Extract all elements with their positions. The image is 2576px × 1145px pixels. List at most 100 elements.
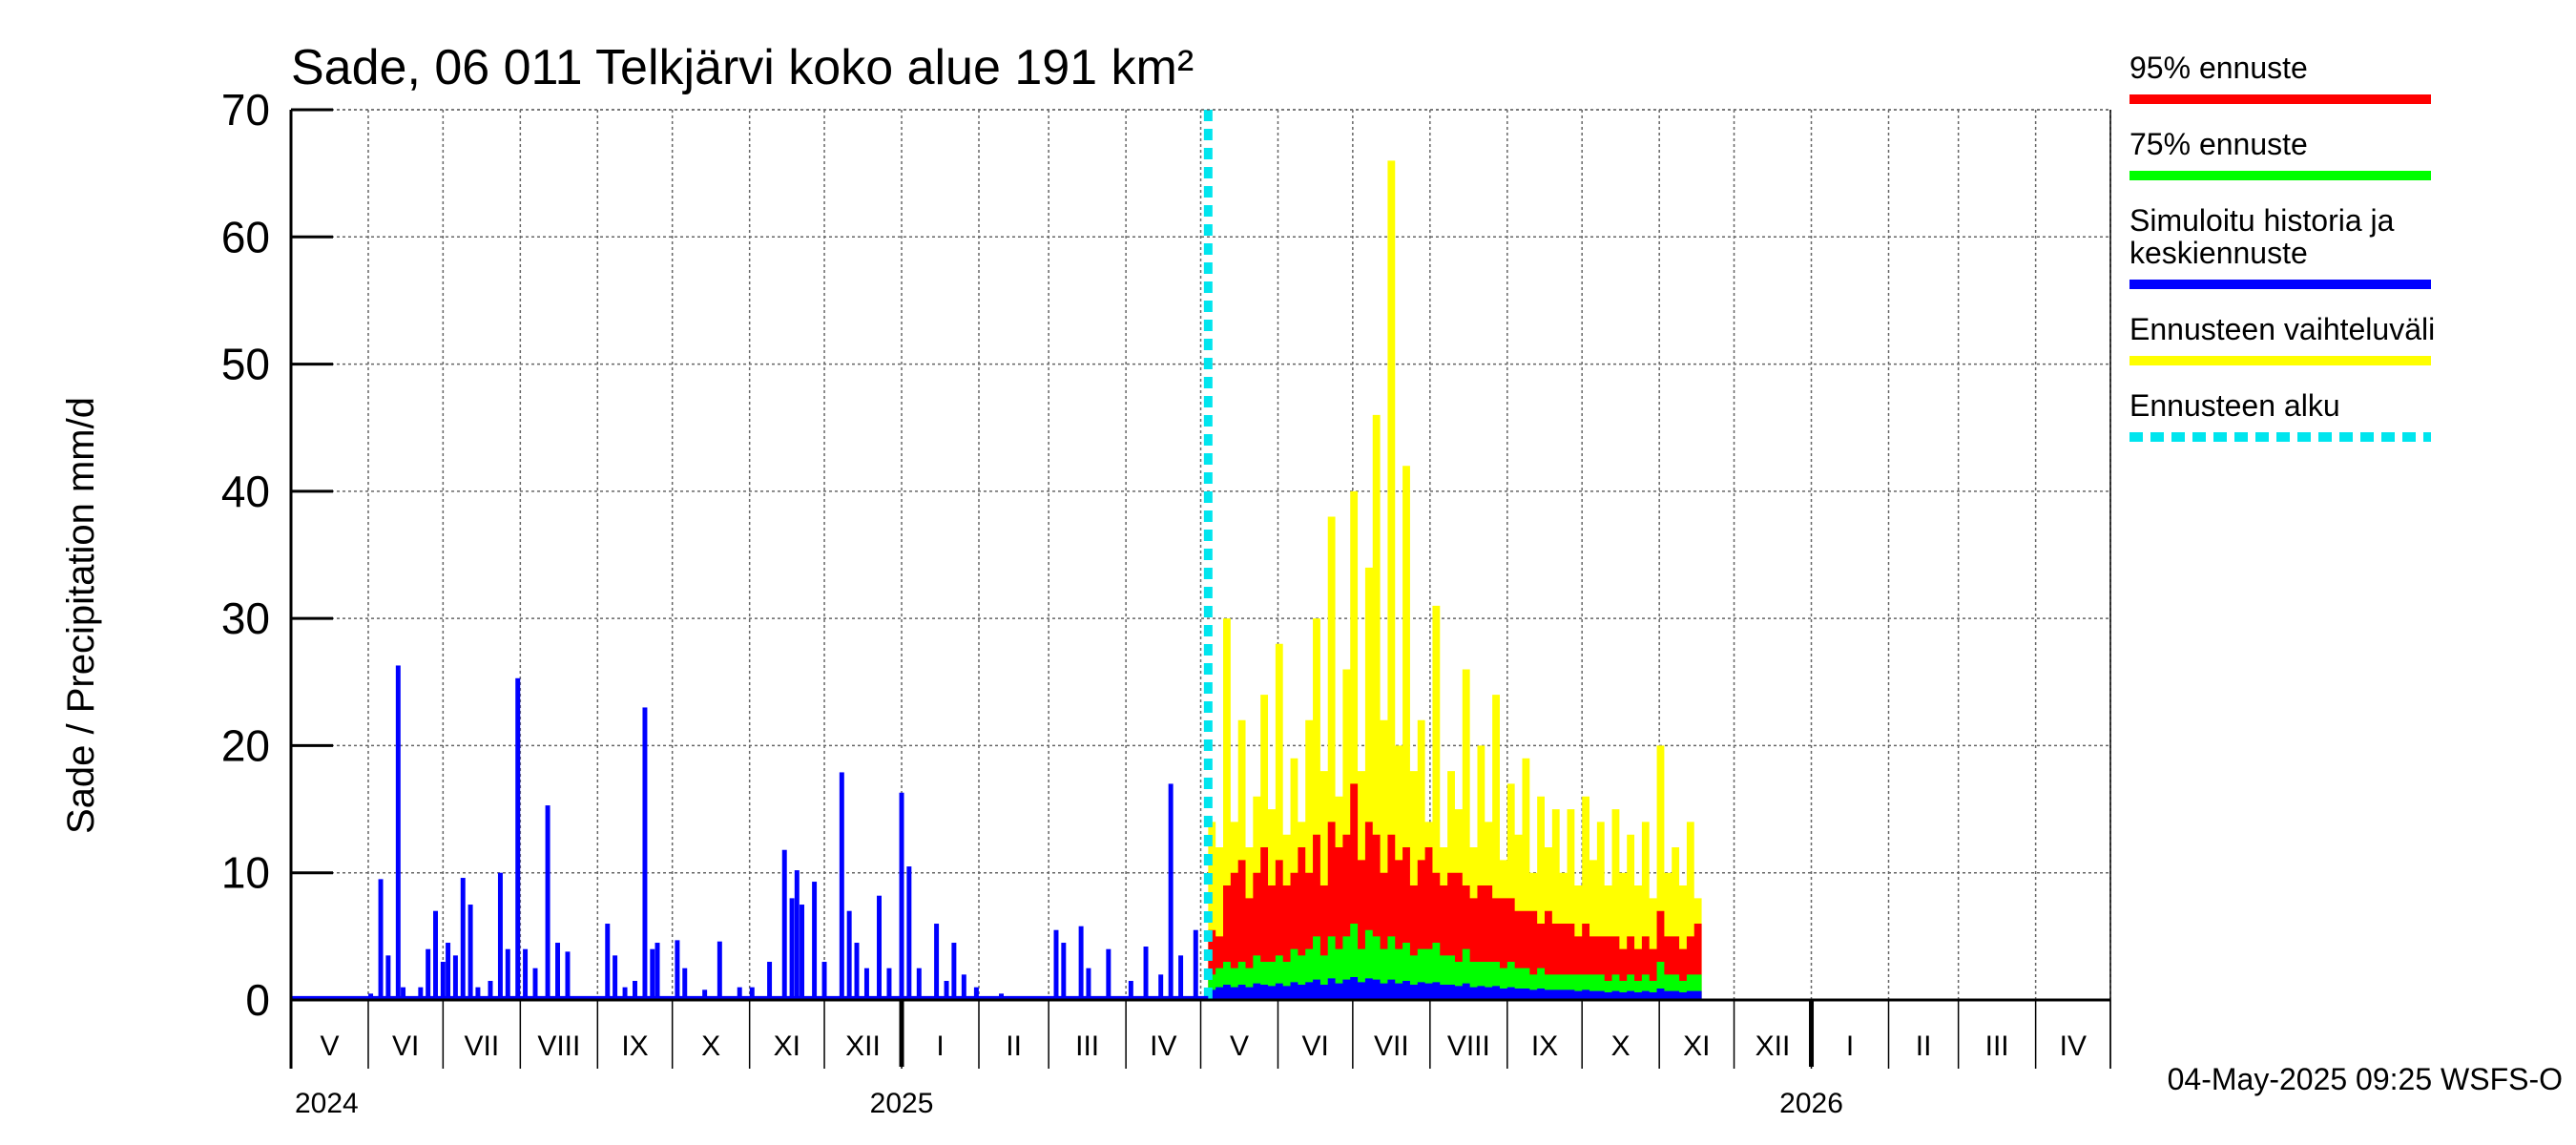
precip-bar (555, 943, 561, 1000)
y-tick-label: 40 (221, 467, 270, 516)
month-label: V (1230, 1030, 1249, 1062)
precip-bar (460, 878, 466, 1000)
month-label: II (1916, 1030, 1932, 1062)
month-label: IX (621, 1030, 648, 1062)
precip-bar (1128, 981, 1133, 1000)
y-tick-label: 60 (221, 212, 270, 261)
precip-bar (1086, 968, 1091, 1000)
month-label: IV (2060, 1030, 2087, 1062)
year-label: 2025 (870, 1088, 934, 1119)
precip-bar (613, 955, 618, 1000)
precip-bar (934, 924, 940, 1000)
month-label: VII (464, 1030, 499, 1062)
precip-bar (781, 849, 787, 1000)
precip-bar (1106, 948, 1111, 1000)
precip-bar (999, 993, 1004, 1000)
precip-bar (854, 943, 860, 1000)
band-blue-mean (1208, 977, 1702, 1000)
precip-bar (794, 870, 800, 1000)
legend-label: Ennusteen vaihteluväli (2129, 312, 2435, 346)
month-label: IV (1150, 1030, 1176, 1062)
y-tick-label: 50 (221, 340, 270, 389)
precip-bar (446, 943, 451, 1000)
precip-bar (418, 987, 424, 1000)
precip-bar (395, 665, 401, 1000)
month-label: XI (774, 1030, 800, 1062)
precip-bar (650, 948, 655, 1000)
y-tick-label: 10 (221, 848, 270, 898)
precip-bar (1158, 974, 1164, 1000)
legend-label: Simuloitu historia ja (2129, 203, 2395, 238)
precip-bar (973, 987, 979, 1000)
legend-label: keskiennuste (2129, 236, 2308, 270)
month-label: XI (1683, 1030, 1710, 1062)
month-label: III (1075, 1030, 1099, 1062)
precip-bar (523, 948, 529, 1000)
y-axis-label: Sade / Precipitation mm/d (60, 397, 102, 834)
precip-bar (475, 987, 481, 1000)
y-tick-label: 70 (221, 85, 270, 135)
precip-bar (605, 924, 611, 1000)
chart-title: Sade, 06 011 Telkjärvi koko alue 191 km² (291, 40, 1194, 95)
precip-bar (385, 955, 391, 1000)
precip-bar (515, 677, 521, 1000)
precip-bar (737, 987, 742, 1000)
precip-bar (846, 910, 852, 1000)
precip-bar (749, 987, 755, 1000)
precip-bar (1078, 926, 1084, 1000)
precip-bar (642, 707, 648, 1000)
precip-bar (467, 905, 473, 1000)
year-label: 2024 (295, 1088, 359, 1119)
month-label: X (701, 1030, 720, 1062)
precip-bar (944, 981, 949, 1000)
precip-bar (532, 968, 538, 1000)
precip-bar (654, 943, 660, 1000)
precip-bar (767, 962, 773, 1000)
month-label: III (1985, 1030, 2009, 1062)
precip-bar (863, 968, 869, 1000)
precip-bar (717, 941, 722, 1000)
precip-bar (1178, 955, 1184, 1000)
month-label: VI (392, 1030, 419, 1062)
y-tick-label: 20 (221, 720, 270, 770)
precip-bar (682, 968, 688, 1000)
precip-bar (1168, 783, 1174, 1000)
month-label: VI (1301, 1030, 1328, 1062)
month-label: VII (1374, 1030, 1409, 1062)
y-tick-label: 0 (245, 975, 270, 1025)
month-label: XII (1755, 1030, 1791, 1062)
grid (291, 109, 2111, 1000)
forecast-envelope (1203, 110, 1702, 1001)
precip-bar (633, 981, 637, 1000)
month-label: I (936, 1030, 944, 1062)
precip-bar (821, 962, 827, 1000)
precip-bar (497, 872, 503, 1000)
precip-bar (877, 895, 882, 1000)
band-yellow-range (1208, 160, 1702, 1001)
precip-bar (675, 940, 680, 1000)
precip-bar (545, 805, 551, 1000)
legend-label: Ennusteen alku (2129, 388, 2340, 423)
month-label: II (1006, 1030, 1022, 1062)
year-label: 2026 (1779, 1088, 1843, 1119)
y-tick-label: 30 (221, 593, 270, 643)
precip-bar (1143, 947, 1149, 1000)
history-bars (291, 665, 1209, 1000)
precip-bar (702, 989, 708, 1000)
precip-bar (433, 910, 438, 1000)
precip-bar (378, 879, 384, 1000)
precip-bar (440, 962, 446, 1000)
precip-bar (961, 974, 966, 1000)
timestamp-footer: 04-May-2025 09:25 WSFS-O (2168, 1062, 2563, 1096)
month-label: V (320, 1030, 339, 1062)
precip-bar (800, 905, 805, 1000)
precip-bar (1061, 943, 1067, 1000)
legend-label: 75% ennuste (2129, 127, 2308, 161)
month-label: VIII (537, 1030, 580, 1062)
precip-bar (899, 792, 904, 1000)
precip-bar (886, 968, 892, 1000)
precip-bar (452, 955, 458, 1000)
month-label: X (1611, 1030, 1631, 1062)
precip-bar (426, 948, 431, 1000)
